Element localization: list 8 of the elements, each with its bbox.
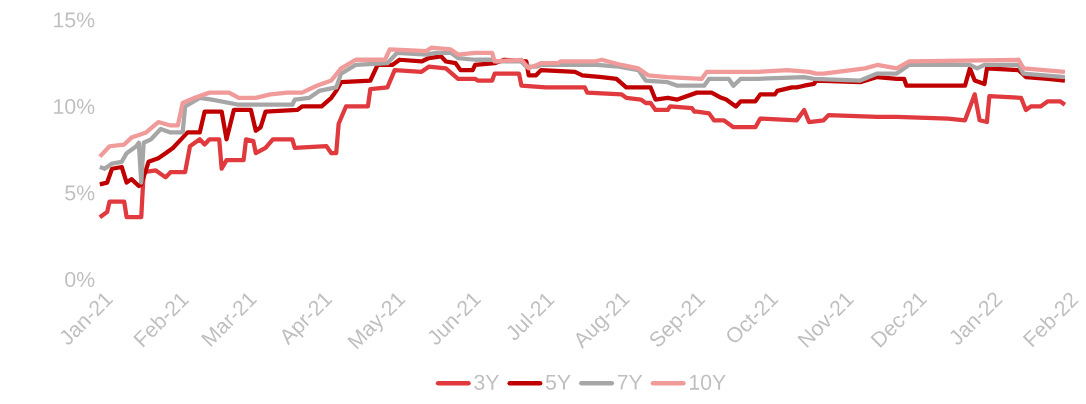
y-tick-label: 5% bbox=[65, 185, 95, 201]
y-tick-label: 0% bbox=[65, 271, 95, 287]
legend-label: 5Y bbox=[545, 374, 571, 390]
legend-label: 10Y bbox=[689, 374, 726, 390]
y-tick-label: 10% bbox=[54, 98, 95, 114]
legend-label: 3Y bbox=[474, 374, 500, 390]
legend-label: 7Y bbox=[617, 374, 643, 390]
y-tick-label: 15% bbox=[54, 12, 95, 28]
